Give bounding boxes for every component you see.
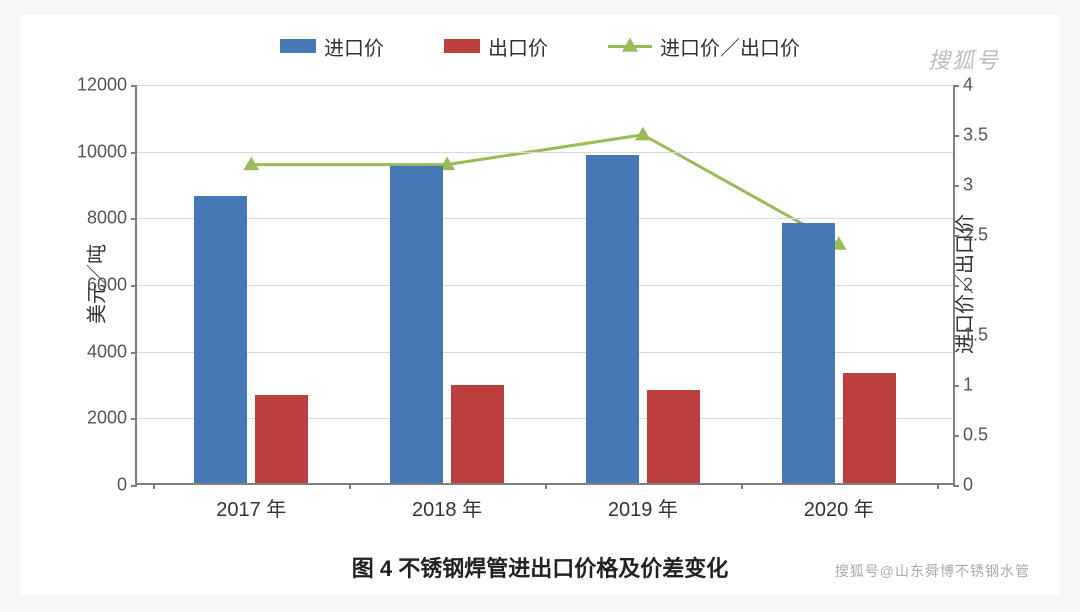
chart-container: 进口价 出口价 进口价／出口价 搜狐号 美元／吨 进口价／出口价 0200040… — [20, 15, 1060, 595]
legend-item-export: 出口价 — [444, 32, 548, 61]
y-right-tick: 1 — [953, 375, 1003, 396]
x-tick: 2018 年 — [412, 483, 482, 522]
y-right-tick: 0.5 — [953, 425, 1003, 446]
y-right-tick: 3 — [953, 175, 1003, 196]
bar-import — [390, 166, 443, 483]
legend-swatch-export — [444, 39, 480, 53]
plot-area: 美元／吨 进口价／出口价 020004000600080001000012000… — [135, 85, 955, 485]
y-left-tick: 12000 — [67, 75, 137, 96]
watermark-bottom: 搜狐号@山东舜博不锈钢水管 — [835, 561, 1030, 581]
legend-item-import: 进口价 — [280, 32, 384, 61]
y-left-tick: 10000 — [67, 141, 137, 162]
y-right-tick: 1.5 — [953, 325, 1003, 346]
bar-export — [451, 385, 504, 483]
watermark-top: 搜狐号 — [928, 43, 1000, 75]
x-tick: 2017 年 — [216, 483, 286, 522]
triangle-marker-icon — [622, 38, 638, 52]
legend-label-ratio: 进口价／出口价 — [660, 32, 800, 61]
bar-import — [586, 155, 639, 483]
x-tick: 2020 年 — [804, 483, 874, 522]
legend-item-ratio: 进口价／出口价 — [608, 32, 800, 61]
grid-line — [137, 218, 953, 219]
triangle-marker-icon — [635, 127, 651, 141]
y-left-tick: 4000 — [67, 341, 137, 362]
y-right-tick: 2.5 — [953, 225, 1003, 246]
y-left-tick: 2000 — [67, 408, 137, 429]
y-left-tick: 8000 — [67, 208, 137, 229]
bar-import — [194, 196, 247, 483]
x-tick: 2019 年 — [608, 483, 678, 522]
bar-import — [782, 223, 835, 483]
bar-export — [255, 395, 308, 483]
y-left-tick: 0 — [67, 475, 137, 496]
legend-label-import: 进口价 — [324, 32, 384, 61]
legend-swatch-ratio — [608, 45, 652, 48]
legend: 进口价 出口价 进口价／出口价 — [20, 15, 1060, 65]
y-right-tick: 4 — [953, 75, 1003, 96]
legend-label-export: 出口价 — [488, 32, 548, 61]
grid-line — [137, 152, 953, 153]
bar-export — [647, 390, 700, 483]
y-left-tick: 6000 — [67, 275, 137, 296]
y-right-tick: 2 — [953, 275, 1003, 296]
bar-export — [843, 373, 896, 483]
legend-swatch-import — [280, 39, 316, 53]
grid-line — [137, 85, 953, 86]
y-right-tick: 0 — [953, 475, 1003, 496]
y-right-tick: 3.5 — [953, 125, 1003, 146]
